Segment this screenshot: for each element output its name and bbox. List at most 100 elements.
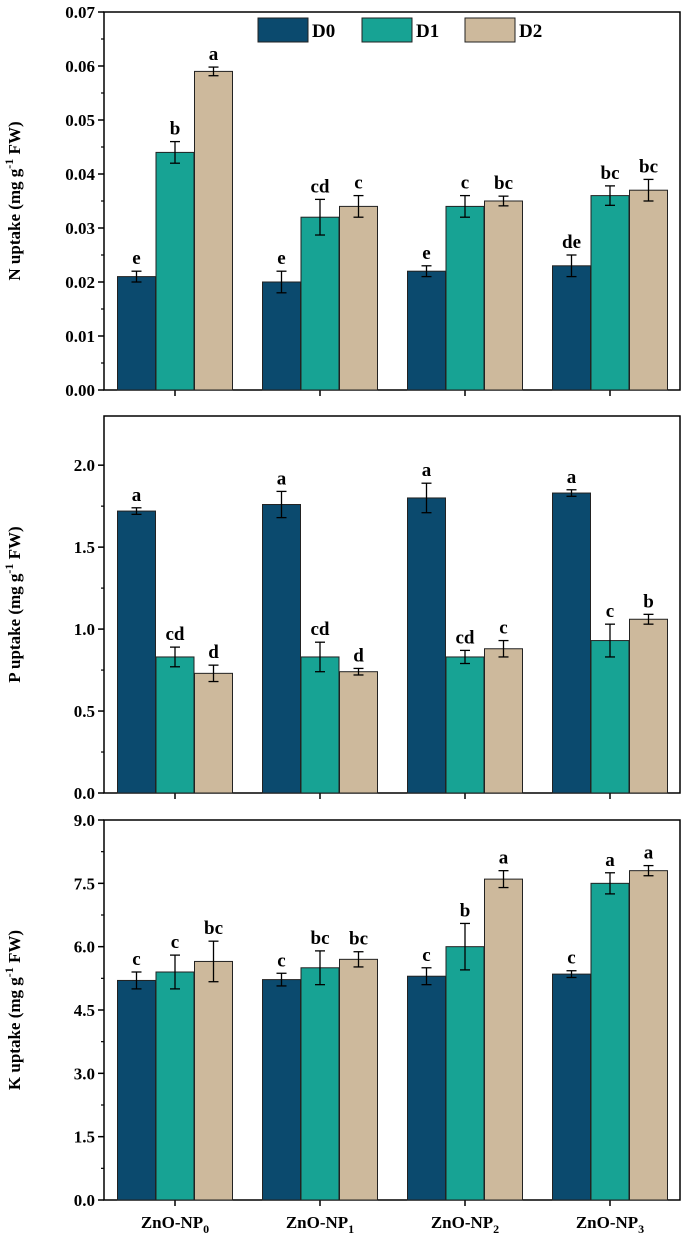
- legend: D0 D1 D2: [257, 17, 542, 43]
- legend-swatch-d1: [361, 17, 413, 43]
- bar-d2: [484, 200, 523, 391]
- bar-d2: [484, 648, 523, 794]
- bar-d0: [407, 270, 446, 391]
- bar-d1: [445, 656, 485, 794]
- significance-letter: c: [277, 950, 285, 971]
- bar-d0: [117, 510, 156, 794]
- significance-letter: bc: [349, 929, 368, 950]
- significance-letter: a: [644, 843, 654, 864]
- bar-d0: [407, 497, 446, 794]
- significance-letter: c: [499, 618, 507, 639]
- significance-letter: bc: [204, 918, 223, 939]
- bar-d0: [552, 973, 591, 1201]
- significance-letter: cd: [311, 619, 330, 640]
- panel-2: 0.0 0.5 1.0 1.5 2.0 P uptake (mg g-1 FW) a a a a c…: [2, 415, 681, 803]
- bar-d2: [484, 878, 523, 1201]
- plot-frame: [103, 415, 681, 794]
- y-tick-label: 7.5: [74, 874, 95, 893]
- significance-letter: d: [353, 645, 364, 666]
- y-tick-label: 0.0: [74, 784, 95, 803]
- y-tick-label: 6.0: [74, 938, 95, 957]
- legend-swatch-d2: [464, 17, 516, 43]
- bar-d2: [194, 960, 233, 1201]
- significance-letter: de: [562, 232, 581, 253]
- y-axis-title: N uptake (mg g-1 FW): [2, 121, 24, 280]
- significance-letter: cd: [456, 627, 475, 648]
- bar-d1: [155, 151, 195, 391]
- bar-d0: [552, 265, 591, 391]
- significance-letter: a: [209, 44, 219, 65]
- bar-d0: [262, 979, 301, 1201]
- bar-d2: [629, 189, 668, 391]
- bar-d2: [339, 958, 378, 1201]
- significance-letter: a: [605, 850, 615, 871]
- bar-d2: [629, 618, 668, 794]
- y-tick-label: 0.05: [65, 111, 95, 130]
- significance-letter: c: [132, 949, 140, 970]
- significance-letter: e: [132, 248, 140, 269]
- y-tick-label: 0.03: [65, 219, 95, 238]
- bar-d0: [262, 281, 301, 391]
- bar-d1: [590, 195, 630, 391]
- bar-d2: [194, 70, 233, 391]
- y-tick-label: 1.5: [74, 1128, 95, 1147]
- legend-label-d1: D1: [416, 21, 439, 42]
- significance-letter: b: [643, 591, 654, 612]
- bar-d1: [155, 656, 195, 794]
- significance-letter: bc: [601, 163, 620, 184]
- y-tick-label: 2.0: [74, 456, 95, 475]
- bar-d0: [407, 975, 446, 1201]
- significance-letter: a: [422, 460, 432, 481]
- significance-letter: c: [606, 601, 614, 622]
- bar-d1: [300, 656, 340, 794]
- bar-d0: [117, 276, 156, 391]
- legend-label-d0: D0: [312, 21, 335, 42]
- y-tick-label: 4.5: [74, 1001, 95, 1020]
- significance-letter: bc: [494, 173, 513, 194]
- significance-letter: cd: [311, 176, 330, 197]
- y-tick-label: 1.5: [74, 538, 95, 557]
- x-category-label: ZnO-NP2: [431, 1213, 499, 1236]
- bar-d1: [155, 971, 195, 1201]
- significance-letter: c: [422, 945, 430, 966]
- panel-3: 0.0 1.5 3.0 4.5 6.0 7.5 9.0 K uptake (mg g-1 FW…: [2, 811, 681, 1210]
- significance-letter: a: [499, 848, 509, 869]
- significance-letter: bc: [311, 928, 330, 949]
- y-tick-label: 0.04: [65, 165, 95, 184]
- significance-letter: b: [170, 119, 181, 140]
- x-category-label: ZnO-NP1: [286, 1213, 354, 1236]
- y-axis-title: P uptake (mg g-1 FW): [2, 526, 24, 682]
- significance-letter: d: [208, 642, 219, 663]
- bar-d2: [194, 672, 233, 794]
- bar-d1: [300, 967, 340, 1201]
- bar-d1: [590, 640, 630, 794]
- significance-letter: c: [171, 932, 179, 953]
- x-category-label: ZnO-NP3: [576, 1213, 644, 1236]
- y-tick-label: 0.00: [65, 381, 95, 400]
- y-tick-label: 0.02: [65, 273, 95, 292]
- significance-letter: a: [567, 467, 577, 488]
- y-tick-label: 0.07: [65, 3, 95, 22]
- significance-letter: c: [461, 173, 469, 194]
- bar-d0: [117, 979, 156, 1201]
- bar-d2: [629, 870, 668, 1201]
- y-tick-label: 3.0: [74, 1064, 95, 1083]
- bar-d0: [552, 492, 591, 794]
- significance-letter: c: [567, 948, 575, 969]
- panel-1: 0.00 0.01 0.02 0.03 0.04 0.05 0.06 0.07 N uptake…: [2, 3, 681, 400]
- legend-swatch-d0: [257, 17, 309, 43]
- panels-layer: 0.00 0.01 0.02 0.03 0.04 0.05 0.06 0.07 N uptake…: [2, 3, 681, 1236]
- significance-letter: a: [277, 468, 287, 489]
- y-axis-title: K uptake (mg g-1 FW): [2, 930, 24, 1090]
- significance-letter: e: [422, 243, 430, 264]
- significance-letter: e: [277, 248, 285, 269]
- bar-d0: [262, 504, 301, 794]
- y-tick-label: 9.0: [74, 811, 95, 830]
- x-category-label: ZnO-NP0: [141, 1213, 209, 1236]
- significance-letter: bc: [639, 156, 658, 177]
- bar-d1: [445, 205, 485, 391]
- significance-letter: c: [354, 173, 362, 194]
- y-tick-label: 0.01: [65, 327, 95, 346]
- legend-label-d2: D2: [519, 21, 542, 42]
